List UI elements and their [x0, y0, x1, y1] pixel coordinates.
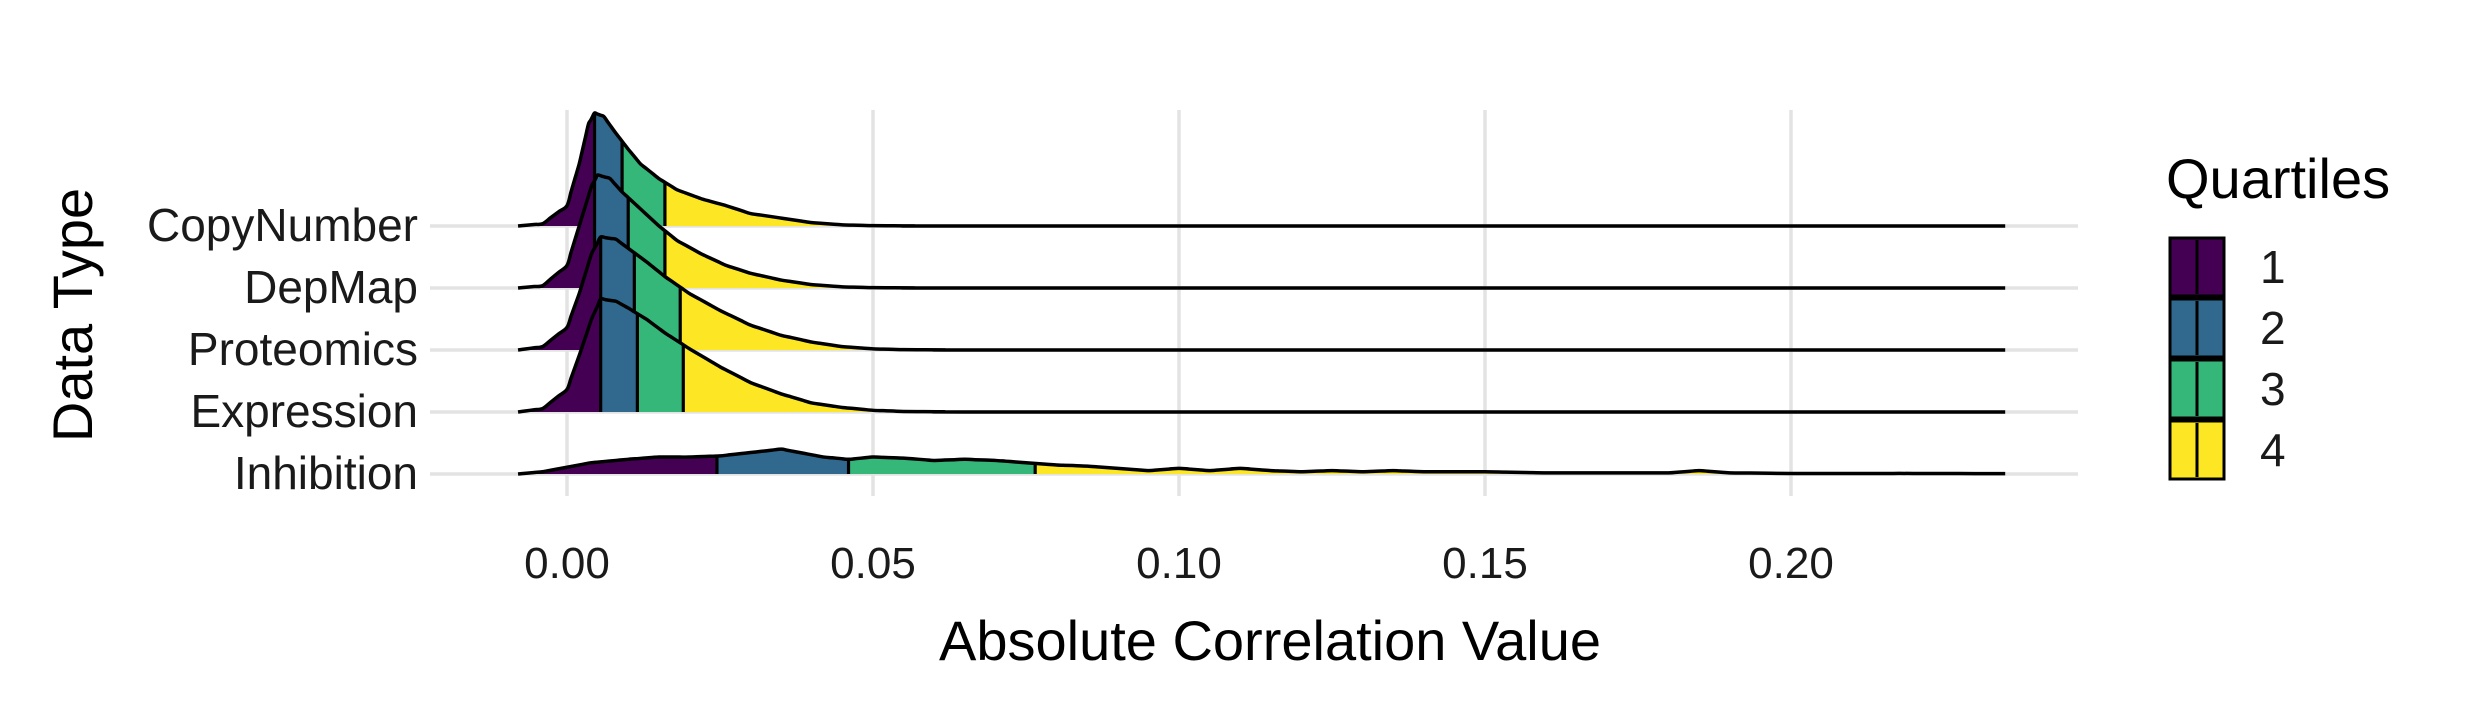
quartile-1-area [518, 180, 595, 288]
quartile-4-area [664, 182, 2006, 227]
x-tick-label: 0.10 [1136, 539, 1222, 588]
quartile-4-area [664, 230, 2006, 289]
x-tick-label: 0.05 [830, 539, 916, 588]
density-outline [517, 173, 2006, 290]
quartile-1-area [518, 237, 601, 350]
quartile-1-area [518, 113, 595, 226]
row-label: CopyNumber [147, 199, 418, 251]
legend-item-4: 4 [2168, 419, 2286, 481]
row-label: Expression [190, 385, 418, 437]
quartile-4-area [683, 344, 2006, 413]
quartile-1-area [518, 299, 601, 412]
legend-label: 2 [2260, 302, 2286, 354]
density-outline [517, 447, 2006, 476]
x-axis-ticks: 0.00 0.05 0.10 0.15 0.20 [524, 539, 1834, 588]
x-tick-label: 0.00 [524, 539, 610, 588]
ridge-depmap [517, 173, 2006, 290]
row-label: Inhibition [234, 447, 418, 499]
row-label: Proteomics [188, 323, 418, 375]
legend-item-1: 1 [2168, 236, 2286, 298]
ridge-expression [517, 296, 2006, 414]
legend-item-3: 3 [2168, 358, 2286, 420]
density-outline [517, 111, 2006, 228]
x-tick-label: 0.20 [1748, 539, 1834, 588]
ridge-proteomics [517, 234, 2006, 352]
legend-title: Quartiles [2166, 147, 2390, 210]
y-axis-labels: CopyNumber DepMap Proteomics Expression Inhi… [147, 199, 418, 499]
density-outline [517, 296, 2006, 414]
legend: Quartiles 1 2 3 4 [2166, 147, 2390, 481]
ridge-inhibition [517, 447, 2006, 476]
density-outline [517, 234, 2006, 352]
legend-label: 3 [2260, 363, 2286, 415]
y-axis-title: Data Type [41, 188, 104, 442]
legend-items: 1 2 3 4 [2168, 236, 2286, 481]
quartile-2-area [600, 299, 638, 412]
legend-label: 4 [2260, 424, 2286, 476]
quartile-1-area [518, 456, 717, 474]
row-label: DepMap [244, 261, 418, 313]
x-axis-title: Absolute Correlation Value [939, 609, 1601, 672]
legend-item-2: 2 [2168, 297, 2286, 359]
legend-label: 1 [2260, 241, 2286, 293]
x-tick-label: 0.15 [1442, 539, 1528, 588]
ridges [517, 111, 2006, 476]
ridge-copynumber [517, 111, 2006, 228]
quartile-4-area [680, 287, 2006, 351]
quartile-2-area [716, 449, 849, 474]
